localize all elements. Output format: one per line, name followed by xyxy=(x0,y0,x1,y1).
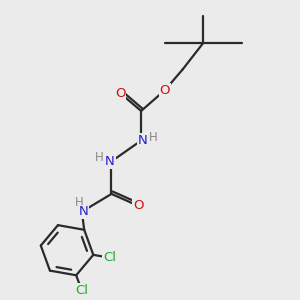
Text: N: N xyxy=(79,205,88,218)
Text: O: O xyxy=(133,199,143,212)
Text: H: H xyxy=(95,151,103,164)
Text: O: O xyxy=(160,84,170,97)
Text: N: N xyxy=(105,155,115,168)
Text: N: N xyxy=(138,134,148,147)
Text: O: O xyxy=(115,87,126,100)
Text: Cl: Cl xyxy=(75,284,88,297)
Text: Cl: Cl xyxy=(103,251,116,264)
Text: H: H xyxy=(149,130,158,144)
Text: H: H xyxy=(74,196,83,209)
